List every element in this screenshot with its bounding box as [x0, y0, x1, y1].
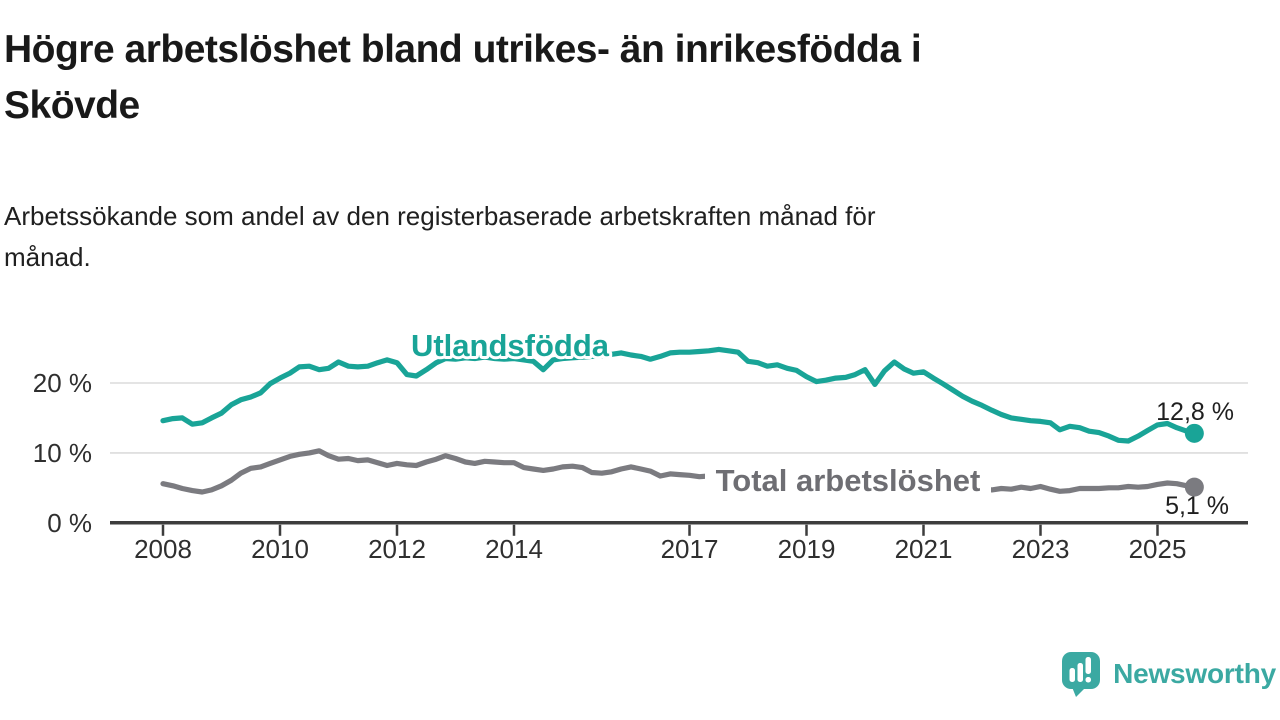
chart-subtitle: Arbetssökande som andel av den registerb… — [4, 196, 1224, 278]
total-label-mask — [705, 456, 991, 504]
end-dot-total-arbetsloshet — [1184, 477, 1204, 497]
end-value-label-utlandsfodda: 12,8 % — [1156, 398, 1234, 426]
end-value-label-total: 5,1 % — [1165, 492, 1229, 520]
line-total-arbetsloshet — [160, 448, 1198, 495]
x-tick-label-2008: 2008 — [134, 534, 192, 564]
x-tick-label-2019: 2019 — [778, 534, 836, 564]
x-tick-label-2021: 2021 — [895, 534, 953, 564]
y-tick-label-20: 20 % — [33, 368, 92, 398]
subtitle-line-2: månad. — [4, 242, 91, 272]
chart-label-layer: Utlandsfödda Total arbetslöshet 12,8 % 5… — [408, 325, 1234, 520]
x-tick-label-2014: 2014 — [485, 534, 543, 564]
x-tick-label-2012: 2012 — [368, 534, 426, 564]
chart-series-layer — [160, 346, 1204, 497]
series-label-total-arbetsloshet: Total arbetslöshet — [716, 463, 981, 498]
title-line-1: Högre arbetslöshet bland utrikes- än inr… — [4, 28, 922, 71]
chart-grid-layer: 2008 2010 2012 2014 2017 2019 2021 2023 2025 0 % 1… — [33, 368, 1248, 564]
x-tick-label-2023: 2023 — [1012, 534, 1070, 564]
page-title: Högre arbetslöshet bland utrikes- än inr… — [4, 22, 1224, 134]
y-tick-label-10: 10 % — [33, 438, 92, 468]
series-label-utlandsfodda: Utlandsfödda — [411, 328, 610, 363]
y-tick-label-0: 0 % — [47, 508, 92, 538]
subtitle-line-1: Arbetssökande som andel av den registerb… — [4, 201, 876, 231]
end-dot-utlandsfodda — [1184, 423, 1204, 443]
title-line-2: Skövde — [4, 84, 140, 127]
newsworthy-wordmark: Newsworthy — [1113, 658, 1276, 689]
newsworthy-logo-icon — [1062, 652, 1101, 697]
newsworthy-branding: Newsworthy — [1061, 650, 1276, 698]
x-tick-label-2017: 2017 — [661, 534, 719, 564]
x-tick-label-2010: 2010 — [251, 534, 309, 564]
x-tick-label-2025: 2025 — [1129, 534, 1187, 564]
line-utlandsfodda — [160, 346, 1198, 444]
